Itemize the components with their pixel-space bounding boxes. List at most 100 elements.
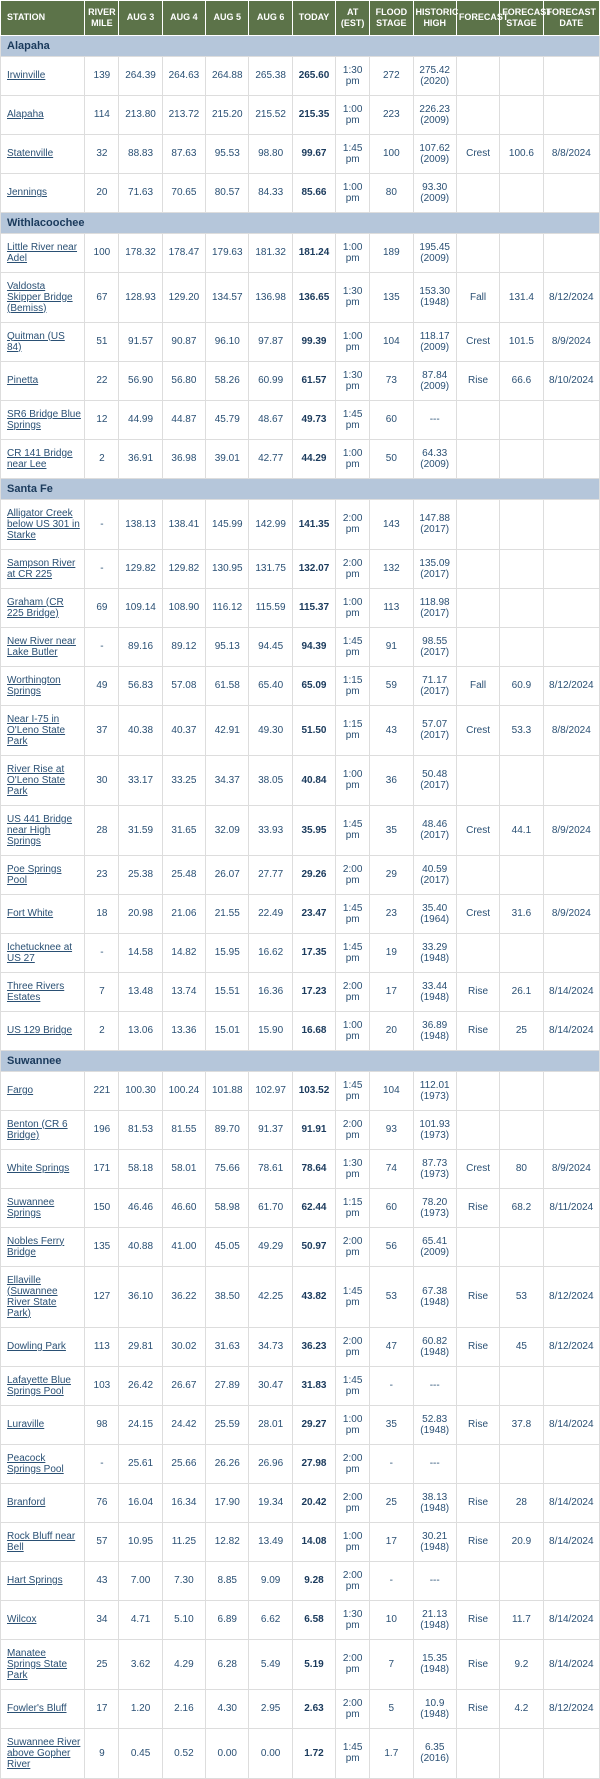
station-link[interactable]: Alapaha [7,109,44,120]
day-value: 134.57 [206,272,249,322]
station-link[interactable]: Sampson River at CR 225 [7,558,75,580]
at-time: 1:00 pm [336,588,370,627]
forecast-date: 8/14/2024 [543,1405,599,1444]
river-mile: 25 [85,1639,119,1689]
station-link[interactable]: CR 141 Bridge near Lee [7,448,73,470]
station-link[interactable]: Wilcox [7,1614,36,1625]
flood-stage: 1.7 [370,1728,413,1778]
forecast-date [543,56,599,95]
flood-stage: 74 [370,1149,413,1188]
station-link[interactable]: White Springs [7,1163,69,1174]
day-value: 24.15 [119,1405,162,1444]
flood-stage: 91 [370,627,413,666]
station-link[interactable]: Fort White [7,908,53,919]
day-value: 16.34 [162,1483,205,1522]
station-link[interactable]: Ichetucknee at US 27 [7,942,72,964]
station-link[interactable]: Jennings [7,187,47,198]
flood-stage: 60 [370,1188,413,1227]
today-value: 31.83 [292,1366,335,1405]
table-row: Statenville3288.8387.6395.5398.8099.671:… [1,134,600,173]
historic-high: 48.46 (2017) [413,805,456,855]
station-link[interactable]: Peacock Springs Pool [7,1453,64,1475]
station-link[interactable]: Quitman (US 84) [7,331,65,353]
station-link[interactable]: US 129 Bridge [7,1025,72,1036]
river-mile: 32 [85,134,119,173]
station-link[interactable]: Irwinville [7,70,45,81]
station-link[interactable]: SR6 Bridge Blue Springs [7,409,81,431]
station-link[interactable]: Alligator Creek below US 301 in Starke [7,508,80,541]
station-link[interactable]: Fowler's Bluff [7,1703,67,1714]
forecast: Rise [456,972,499,1011]
flood-stage: 104 [370,1071,413,1110]
forecast-date: 8/10/2024 [543,361,599,400]
station-link[interactable]: Graham (CR 225 Bridge) [7,597,64,619]
station-link[interactable]: Ellaville (Suwannee River State Park) [7,1275,58,1319]
station-link[interactable]: Lafayette Blue Springs Pool [7,1375,71,1397]
table-row: Luraville9824.1524.4225.5928.0129.271:00… [1,1405,600,1444]
today-value: 99.39 [292,322,335,361]
flood-stage: 10 [370,1600,413,1639]
day-value: 10.95 [119,1522,162,1561]
station-link[interactable]: Benton (CR 6 Bridge) [7,1119,68,1141]
day-value: 34.73 [249,1327,292,1366]
station-link[interactable]: Near I-75 in O'Leno State Park [7,714,65,747]
station-link[interactable]: Hart Springs [7,1575,63,1586]
station-link[interactable]: Pinetta [7,375,38,386]
station-link[interactable]: Suwannee Springs [7,1197,54,1219]
at-time: 1:45 pm [336,933,370,972]
station-link[interactable]: Rock Bluff near Bell [7,1531,75,1553]
table-row: Jennings2071.6370.6580.5784.3385.661:00 … [1,173,600,212]
flood-stage: 17 [370,1522,413,1561]
historic-high: 101.93 (1973) [413,1110,456,1149]
river-mile: 28 [85,805,119,855]
at-time: 1:00 pm [336,1522,370,1561]
col-header: FLOOD STAGE [370,1,413,36]
day-value: 30.47 [249,1366,292,1405]
day-value: 78.61 [249,1149,292,1188]
station-link[interactable]: Little River near Adel [7,242,77,264]
forecast: Rise [456,1600,499,1639]
day-value: 44.99 [119,400,162,439]
day-value: 264.39 [119,56,162,95]
today-value: 78.64 [292,1149,335,1188]
at-time: 1:45 pm [336,1266,370,1327]
forecast [456,1444,499,1483]
station-link[interactable]: US 441 Bridge near High Springs [7,814,72,847]
day-value: 17.90 [206,1483,249,1522]
station-link[interactable]: Fargo [7,1085,33,1096]
historic-high: 107.62 (2009) [413,134,456,173]
at-time: 1:30 pm [336,1600,370,1639]
forecast [456,233,499,272]
forecast [456,549,499,588]
station-link[interactable]: Luraville [7,1419,44,1430]
station-link[interactable]: Poe Springs Pool [7,864,61,886]
station-link[interactable]: New River near Lake Butler [7,636,76,658]
flood-stage: 272 [370,56,413,95]
station-link[interactable]: Nobles Ferry Bridge [7,1236,64,1258]
at-time: 1:45 pm [336,400,370,439]
today-value: 99.67 [292,134,335,173]
station-link[interactable]: Three Rivers Estates [7,981,64,1003]
station-link[interactable]: Valdosta Skipper Bridge (Bemiss) [7,281,73,314]
station-link[interactable]: Suwannee River above Gopher River [7,1737,80,1770]
station-link[interactable]: Branford [7,1497,45,1508]
historic-high: 6.35 (2016) [413,1728,456,1778]
station-link[interactable]: Manatee Springs State Park [7,1648,67,1681]
at-time: 1:30 pm [336,361,370,400]
forecast-stage [500,588,543,627]
river-mile: 221 [85,1071,119,1110]
forecast-stage: 26.1 [500,972,543,1011]
day-value: 13.74 [162,972,205,1011]
river-mile: 57 [85,1522,119,1561]
station-link[interactable]: Dowling Park [7,1341,66,1352]
day-value: 95.13 [206,627,249,666]
river-mile: 18 [85,894,119,933]
station-link[interactable]: Statenville [7,148,53,159]
at-time: 2:00 pm [336,1327,370,1366]
day-value: 36.10 [119,1266,162,1327]
station-link[interactable]: River Rise at O'Leno State Park [7,764,65,797]
station-link[interactable]: Worthington Springs [7,675,61,697]
day-value: 60.99 [249,361,292,400]
river-mile: 30 [85,755,119,805]
flood-stage: 43 [370,705,413,755]
